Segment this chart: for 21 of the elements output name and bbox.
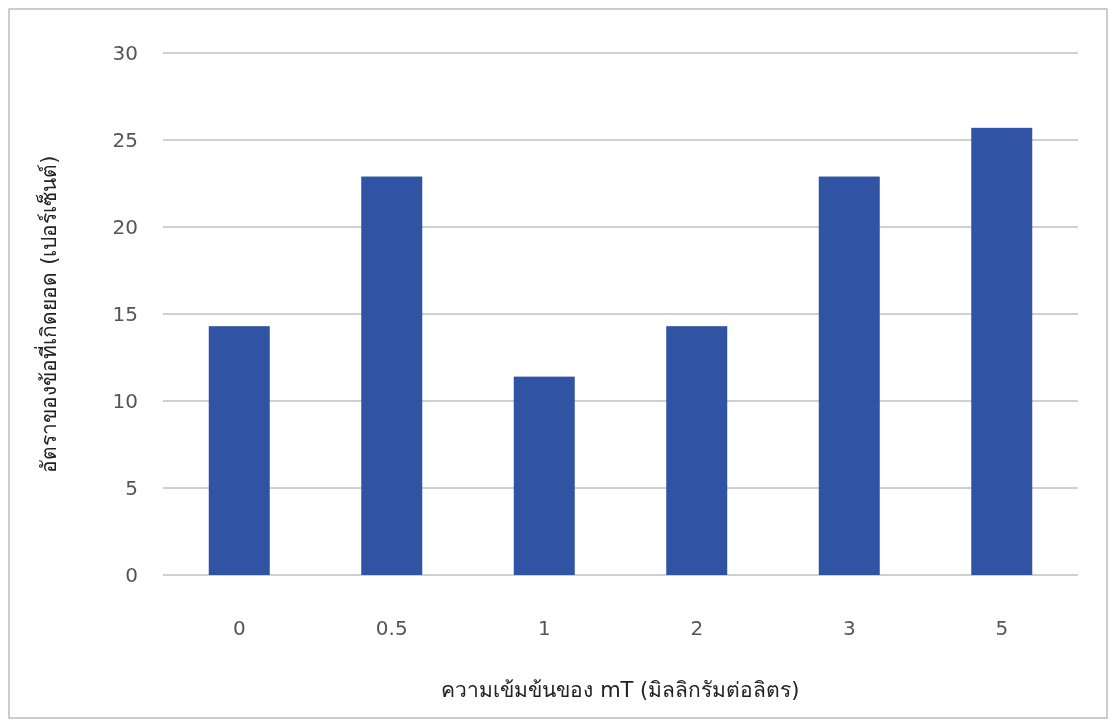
y-tick-label: 25 <box>112 128 138 152</box>
y-tick-label: 15 <box>112 302 138 326</box>
bar <box>513 376 575 575</box>
y-tick-label: 10 <box>112 389 138 413</box>
y-tick-label: 0 <box>125 563 138 587</box>
x-axis-title: ความเข้มข้นของ mT (มิลลิกรัมต่อลิตร) <box>441 678 800 702</box>
bar <box>818 176 880 575</box>
x-tick-label: 0.5 <box>375 616 408 640</box>
bar <box>971 127 1033 575</box>
x-tick-label: 1 <box>537 616 551 640</box>
x-tick-label: 3 <box>842 616 856 640</box>
y-tick-label: 5 <box>125 476 138 500</box>
bar <box>666 326 728 575</box>
x-tick-label: 2 <box>690 616 704 640</box>
bar <box>361 176 423 575</box>
y-tick-label: 30 <box>112 41 138 65</box>
bar <box>208 326 270 575</box>
x-tick-label: 0 <box>232 616 246 640</box>
x-tick-label: 5 <box>995 616 1009 640</box>
y-tick-label: 20 <box>112 215 138 239</box>
y-axis-title: อัตราของข้อที่เกิดยอด (เปอร์เซ็นต์) <box>34 155 61 473</box>
